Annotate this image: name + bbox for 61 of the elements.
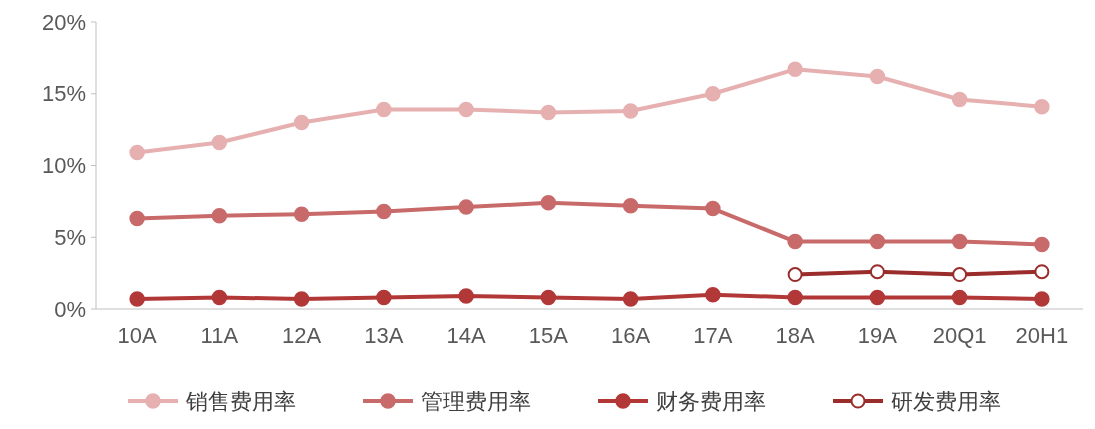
point bbox=[540, 195, 557, 211]
point bbox=[376, 289, 392, 306]
point bbox=[211, 134, 228, 151]
point bbox=[458, 288, 474, 304]
point bbox=[622, 197, 639, 214]
y-tick-label: 0% bbox=[54, 296, 86, 322]
point bbox=[1034, 236, 1050, 253]
point bbox=[129, 144, 145, 161]
point bbox=[951, 289, 968, 306]
x-tick-label: 20H1 bbox=[1015, 323, 1069, 348]
point bbox=[376, 203, 392, 220]
point bbox=[705, 200, 721, 217]
point bbox=[869, 289, 886, 306]
legend-label: 管理费用率 bbox=[421, 388, 531, 414]
point bbox=[622, 291, 639, 307]
point bbox=[869, 264, 885, 280]
x-tick-label: 12A bbox=[282, 323, 322, 348]
point bbox=[293, 114, 310, 131]
x-tick-label: 19A bbox=[857, 323, 898, 348]
point bbox=[1034, 98, 1050, 115]
point bbox=[540, 104, 557, 121]
point bbox=[951, 91, 968, 108]
x-tick-label: 18A bbox=[775, 323, 816, 348]
point bbox=[1034, 264, 1050, 280]
point bbox=[705, 86, 721, 102]
point bbox=[869, 68, 886, 85]
point bbox=[869, 233, 886, 250]
x-tick-label: 14A bbox=[446, 323, 487, 348]
x-tick-label: 20Q1 bbox=[932, 323, 987, 348]
legend-label: 财务费用率 bbox=[656, 388, 766, 414]
y-tick-label: 15% bbox=[41, 81, 86, 107]
point bbox=[211, 289, 228, 306]
point bbox=[129, 210, 145, 227]
point bbox=[540, 289, 557, 306]
point bbox=[952, 267, 968, 283]
point bbox=[129, 291, 145, 307]
x-tick-label: 10A bbox=[117, 323, 158, 348]
legend-label: 研发费用率 bbox=[891, 388, 1001, 414]
x-tick-label: 11A bbox=[200, 323, 239, 348]
x-tick-label: 15A bbox=[528, 323, 569, 348]
x-tick-label: 13A bbox=[364, 323, 404, 348]
y-tick-label: 5% bbox=[54, 224, 86, 250]
legend-label: 销售费用率 bbox=[185, 388, 296, 414]
point bbox=[211, 207, 228, 224]
y-tick-label: 10% bbox=[41, 153, 86, 179]
point bbox=[705, 286, 721, 303]
point bbox=[787, 61, 803, 78]
point bbox=[376, 101, 392, 118]
point bbox=[951, 233, 968, 250]
point bbox=[622, 103, 639, 119]
point bbox=[293, 206, 310, 223]
point bbox=[293, 291, 310, 307]
y-tick-label: 20% bbox=[41, 9, 86, 35]
point bbox=[787, 267, 803, 283]
point bbox=[787, 289, 803, 306]
point bbox=[1034, 291, 1050, 307]
x-tick-label: 17A bbox=[693, 323, 733, 348]
point bbox=[458, 199, 474, 215]
point bbox=[458, 101, 474, 118]
x-tick-label: 16A bbox=[611, 323, 651, 348]
point bbox=[787, 233, 803, 250]
